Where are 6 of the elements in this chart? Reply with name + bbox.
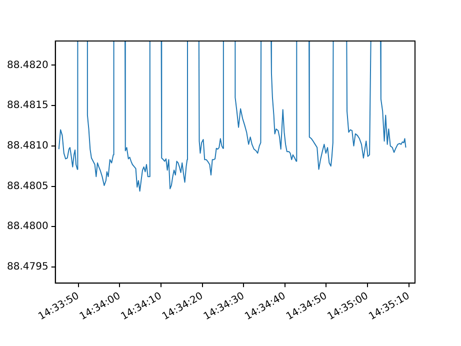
- y-tick-label: 88.4810: [6, 140, 48, 152]
- y-tick-label: 88.4800: [6, 221, 48, 232]
- y-tick-label: 88.4795: [6, 262, 48, 273]
- y-tick-label: 88.4805: [6, 180, 48, 192]
- y-tick-label: 88.4815: [6, 100, 48, 112]
- y-tick-label: 88.4820: [6, 60, 48, 71]
